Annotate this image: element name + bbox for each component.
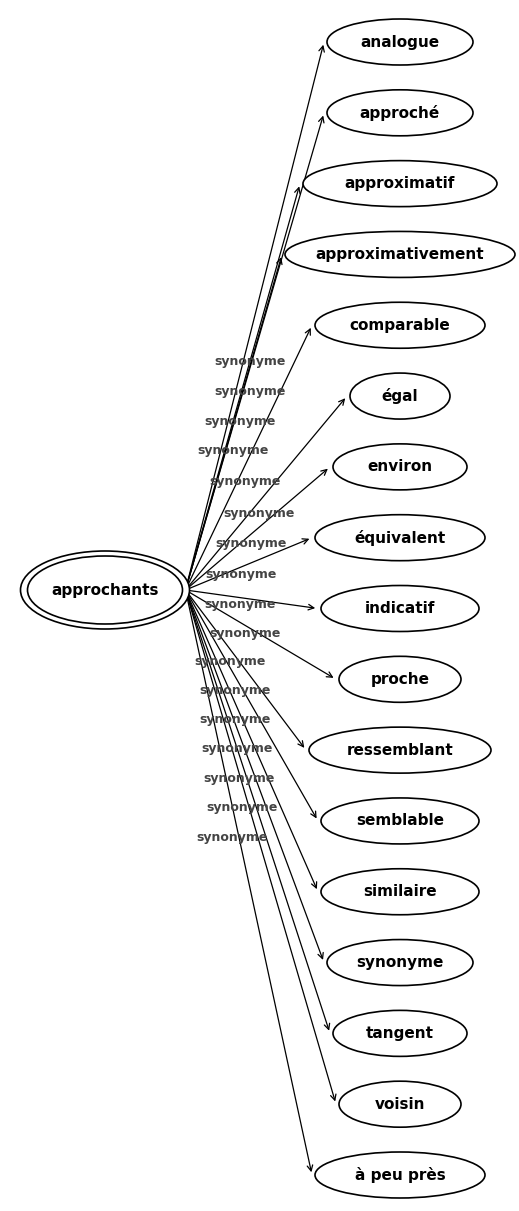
FancyArrowPatch shape xyxy=(188,591,314,610)
Text: synonyme: synonyme xyxy=(204,771,275,785)
Ellipse shape xyxy=(327,19,473,65)
Text: synonyme: synonyme xyxy=(199,684,271,698)
Ellipse shape xyxy=(28,556,183,624)
Ellipse shape xyxy=(350,373,450,419)
Text: synonyme: synonyme xyxy=(207,802,278,815)
FancyArrowPatch shape xyxy=(187,329,310,587)
Text: équivalent: équivalent xyxy=(354,529,446,546)
Text: synonyme: synonyme xyxy=(215,355,286,368)
Ellipse shape xyxy=(315,515,485,561)
FancyArrowPatch shape xyxy=(186,188,300,587)
Text: à peu près: à peu près xyxy=(354,1167,445,1183)
Text: approché: approché xyxy=(360,105,440,121)
FancyArrowPatch shape xyxy=(188,591,332,677)
Ellipse shape xyxy=(327,90,473,136)
FancyArrowPatch shape xyxy=(186,592,323,959)
Text: synonyme: synonyme xyxy=(223,506,294,520)
FancyArrowPatch shape xyxy=(187,592,316,817)
Text: synonyme: synonyme xyxy=(197,444,268,458)
Text: synonyme: synonyme xyxy=(209,476,281,488)
Text: synonyme: synonyme xyxy=(357,955,444,970)
Text: analogue: analogue xyxy=(360,34,440,50)
Text: proche: proche xyxy=(371,672,430,687)
Ellipse shape xyxy=(20,551,189,629)
Ellipse shape xyxy=(315,1152,485,1198)
Ellipse shape xyxy=(339,1081,461,1127)
Text: tangent: tangent xyxy=(366,1026,434,1041)
Text: synonyme: synonyme xyxy=(210,627,281,641)
Text: comparable: comparable xyxy=(350,317,450,333)
Text: indicatif: indicatif xyxy=(365,601,435,616)
Ellipse shape xyxy=(321,585,479,631)
Text: synonyme: synonyme xyxy=(206,568,277,581)
Text: voisin: voisin xyxy=(375,1097,425,1112)
FancyArrowPatch shape xyxy=(186,116,324,587)
Text: approximativement: approximativement xyxy=(316,247,484,262)
FancyArrowPatch shape xyxy=(186,258,282,587)
Text: synonyme: synonyme xyxy=(215,538,286,550)
Text: approximatif: approximatif xyxy=(345,176,455,191)
Ellipse shape xyxy=(303,161,497,207)
Text: synonyme: synonyme xyxy=(215,385,286,398)
FancyArrowPatch shape xyxy=(187,400,344,587)
Text: synonyme: synonyme xyxy=(195,655,266,668)
Ellipse shape xyxy=(327,940,473,986)
FancyArrowPatch shape xyxy=(186,592,336,1100)
Text: synonyme: synonyme xyxy=(199,713,270,727)
FancyArrowPatch shape xyxy=(187,592,317,888)
Text: semblable: semblable xyxy=(356,814,444,828)
Ellipse shape xyxy=(339,656,461,702)
Text: synonyme: synonyme xyxy=(201,742,273,756)
Ellipse shape xyxy=(333,444,467,490)
Ellipse shape xyxy=(321,798,479,844)
Text: environ: environ xyxy=(367,459,432,475)
Ellipse shape xyxy=(321,868,479,914)
FancyArrowPatch shape xyxy=(188,539,308,589)
FancyArrowPatch shape xyxy=(186,592,330,1029)
Text: similaire: similaire xyxy=(363,884,437,900)
FancyArrowPatch shape xyxy=(187,470,327,589)
FancyArrowPatch shape xyxy=(186,592,312,1171)
Ellipse shape xyxy=(309,727,491,773)
Ellipse shape xyxy=(285,231,515,277)
Text: approchants: approchants xyxy=(51,582,159,597)
Text: ressemblant: ressemblant xyxy=(347,742,454,758)
Ellipse shape xyxy=(315,303,485,349)
Text: synonyme: synonyme xyxy=(204,414,276,427)
FancyArrowPatch shape xyxy=(187,592,304,747)
Text: synonyme: synonyme xyxy=(204,598,276,612)
Text: synonyme: synonyme xyxy=(196,831,267,844)
FancyArrowPatch shape xyxy=(186,46,324,587)
Ellipse shape xyxy=(333,1010,467,1056)
Text: égal: égal xyxy=(381,388,418,404)
